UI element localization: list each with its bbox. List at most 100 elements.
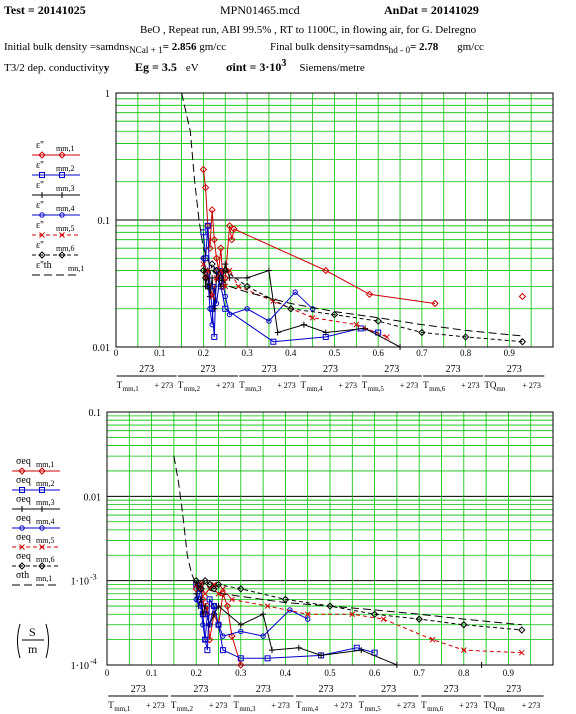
legend-marker [39,544,45,550]
x-label-sub: mm,6 [429,385,446,393]
x-label-denominator: T [108,700,114,710]
x-label-denominator: T [301,380,307,390]
series-line-3 [202,258,401,348]
data-point-1 [365,290,374,299]
x-label-numerator: 273 [262,364,277,375]
data-point-5 [518,649,525,656]
data-point-6 [205,580,214,589]
legend-marker [18,467,26,475]
legend-sub: mm,2 [36,479,54,488]
legend-label: σeq [16,456,31,467]
series-line-2 [202,225,379,343]
x-tick-label: 0.4 [280,668,292,678]
data-point-2 [211,333,218,340]
data-point-4 [260,633,266,639]
x-label-sub: mm,3 [245,385,262,393]
legend-label: ε'' [36,140,44,151]
x-tick-label: 0.7 [414,668,426,678]
final-density-unit: gm/cc [457,41,484,53]
legend-marker [39,487,45,493]
sigma-int-value: σint = 3·10 [226,60,282,74]
legend-marker [59,232,65,238]
legend-marker [38,562,46,570]
data-point-6 [217,274,225,282]
legend-label: σth [16,570,29,581]
data-point-1 [237,661,245,669]
x-label-sub: mn [496,385,505,393]
band-gap-value: Eg = 3.5 [135,60,177,74]
y-tick-label: 0.1 [89,408,102,419]
data-point-4 [220,633,226,639]
x-label-denominator: T [233,700,239,710]
legend-marker [19,544,25,550]
data-point-5 [309,314,316,321]
legend-sub: mm,5 [36,536,54,545]
series-line-7 [181,92,523,337]
data-point-2 [237,655,244,662]
data-point-2 [264,655,271,662]
file-name: MPN01465.mcd [220,3,300,17]
data-point-6 [212,266,221,275]
x-tick-label: 0.1 [146,668,157,678]
legend-sub: mm,4 [36,517,54,526]
final-density: Final bulk density=samdnshd - 0= 2.78 gm… [270,41,484,55]
legend-marker [39,525,45,531]
x-label-sub: mm,5 [368,385,385,393]
legend-sub: mm,1 [56,144,74,153]
chart-panel-2: 0.10.011·10 -31·10 -40 0.1 0.2 0.3 0.4 0.5 0.6 0.… [12,408,554,713]
x-tick-label: 0.2 [198,348,209,358]
data-point-5 [215,590,222,597]
data-point-1 [199,165,208,174]
x-label-numerator: 273 [506,684,521,695]
data-point-6 [330,310,339,319]
data-point-5 [235,283,242,290]
data-point-4 [238,628,244,635]
data-point-6 [199,266,208,275]
x-label-numerator: 273 [131,684,146,695]
x-label-tail: + 273 [522,381,541,390]
legend-label: ε''th [36,260,52,271]
data-point-4 [213,300,220,307]
legend-marker [58,251,66,259]
legend-label: σeq [16,551,31,562]
x-label-sub: mm,4 [302,705,319,713]
x-label-tail: + 273 [459,701,478,710]
series-2-4 [193,596,311,643]
data-point-1 [223,602,232,610]
data-point-1 [201,183,210,192]
x-label-sub: mm,2 [184,385,201,393]
data-point-4 [266,318,272,324]
data-point-5 [202,590,208,597]
data-point-2 [204,647,211,654]
data-point-1 [208,206,216,214]
series-1-5 [200,261,390,340]
unit-numerator: S [29,625,36,639]
sigma-int-unit: Siemens/metre [299,62,365,74]
series-line-1 [202,169,436,304]
sigma-int-exp: 3 [281,58,287,69]
sigma-int: σint = 3·103 Siemens/metre [226,58,365,75]
unit-denominator: m [28,642,38,656]
legend-sub: mm,5 [56,224,74,233]
data-point-5 [200,261,207,267]
data-point-5 [209,293,215,300]
data-point-6 [237,585,245,593]
legend-label: σeq [16,494,31,505]
legend-label: σeq [16,532,31,543]
x-label-numerator: 273 [256,684,271,695]
y-tick-label: 1·10 [71,661,89,672]
x-label-tail: + 273 [146,701,165,710]
legend-sub: mn,1 [68,264,84,273]
y-tick-label: 0.01 [93,343,111,354]
x-label-denominator: TQ [484,700,496,710]
legend-label: ε'' [36,220,44,231]
data-point-1 [217,244,225,252]
data-point-6 [370,610,379,618]
x-label-sub: mm,1 [123,385,140,393]
data-point-5 [353,321,360,328]
plot-frame [106,411,554,666]
legend-marker [38,467,46,475]
x-tick-label: 0.5 [324,668,336,678]
data-point-1 [230,225,238,233]
